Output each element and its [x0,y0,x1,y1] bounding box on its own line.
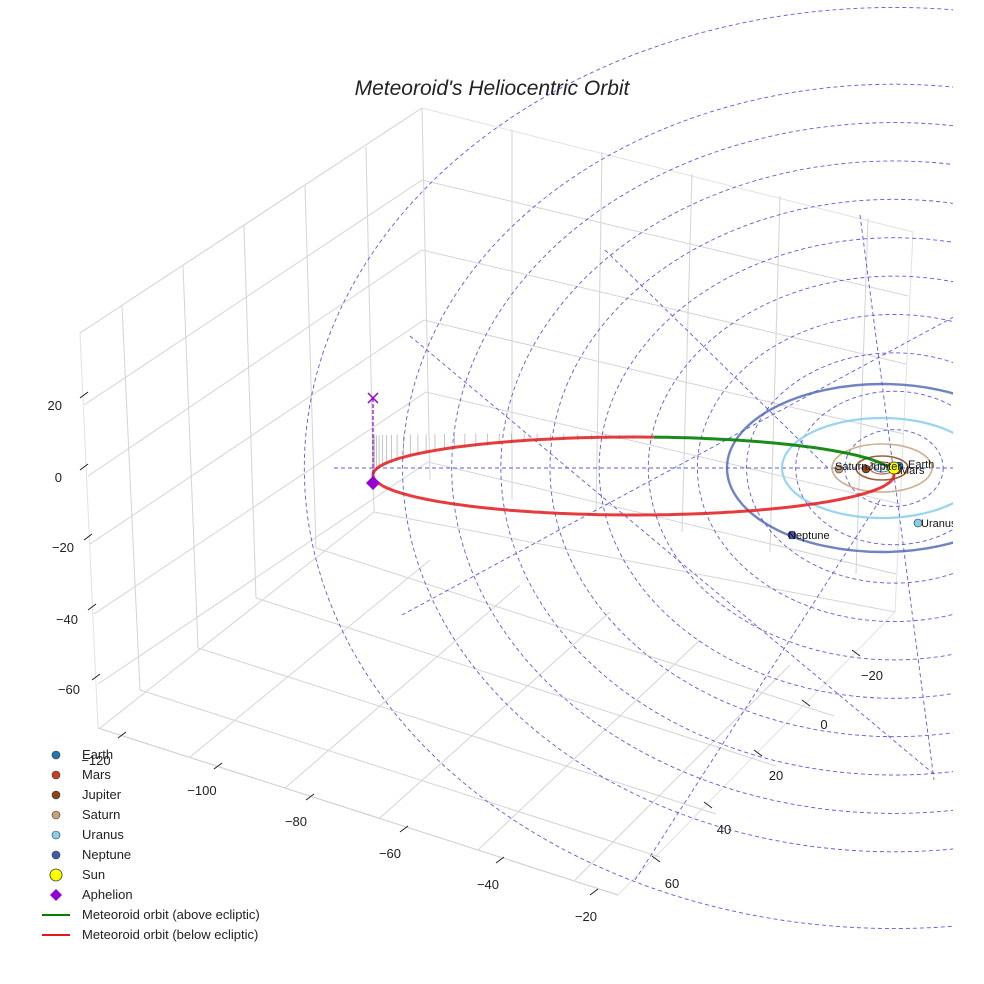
meteoroid-orbit-above [653,435,895,474]
z-tick-mark [87,603,97,611]
x-tick-mark [495,856,505,864]
ecliptic-grid [304,7,953,929]
planet-label-jupiter: Jupiter [868,461,901,473]
z-tick-mark [83,533,93,541]
y-tick-mark [651,855,661,863]
y-tick-mark [801,699,811,707]
planet-orbits [725,382,953,554]
ecliptic-spoke [409,335,936,776]
legend-label: Saturn [82,807,120,822]
legend-label: Meteoroid orbit (below ecliptic) [82,927,258,942]
orbit-neptune [725,382,953,554]
ecliptic-ring [746,352,953,584]
y-tick-label: 20 [769,768,783,783]
x-tick-label: −60 [379,846,401,861]
z-tick-mark [79,463,89,471]
legend-label: Meteoroid orbit (above ecliptic) [82,907,260,922]
ecliptic-ring [500,160,953,776]
x-axis-ticks: −120 −100 −80 −60 −40 −20 [81,731,599,924]
planet-label-uranus: Uranus [921,518,957,530]
orbit-saturn [831,443,933,493]
legend-marker [51,810,61,820]
planet-label-saturn: Saturn [835,461,867,473]
z-tick-mark [91,673,101,681]
ecliptic-spoke [634,499,881,881]
legend-label: Uranus [82,827,124,842]
y-tick-label: −20 [861,668,883,683]
z-tick-label: −20 [52,540,74,555]
legend-marker [51,850,61,860]
z-tick-label: −60 [58,682,80,697]
x-tick-mark [305,793,315,801]
legend-marker [49,868,63,882]
x-tick-label: −120 [81,753,110,768]
legend-marker [51,750,61,760]
planet-saturn [834,464,844,474]
planet-neptune [787,530,797,540]
x-tick-label: −20 [575,909,597,924]
ecliptic-ring [451,122,953,814]
legend-label: Mars [82,767,111,782]
ecliptic-ring [402,83,953,853]
x-tick-mark [589,888,599,896]
meteoroid-orbit [371,435,896,517]
ecliptic-spoke [401,316,953,616]
x-tick-mark [117,731,127,739]
y-axis-ticks: −20 0 20 40 60 [651,649,883,891]
planet-jupiter [861,464,871,474]
y-tick-mark [753,749,763,757]
ecliptic-ring [598,237,953,699]
planet-uranus [913,518,923,528]
x-tick-label: −80 [285,814,307,829]
x-tick-mark [399,825,409,833]
z-tick-label: −40 [56,612,78,627]
ecliptic-ring [647,275,953,661]
ecliptic-ring [697,314,953,622]
ecliptic-spoke [604,249,831,471]
sun-marker [887,461,901,475]
orbit-jupiter [855,455,909,481]
meteoroid-orbit-below [371,435,896,517]
y-tick-mark [851,649,861,657]
z-tick-mark [79,391,89,399]
ecliptic-ring [795,390,953,546]
z-axis-ticks: 20 0 −20 −40 −60 [48,391,101,697]
z-tick-label: 20 [48,398,62,413]
planet-label-mars: Mars [900,465,925,477]
planet-label-earth: Earth [908,459,934,471]
chart-title: Meteoroid's Heliocentric Orbit [355,77,631,100]
x-tick-label: −100 [187,783,216,798]
x-tick-label: −40 [477,877,499,892]
aphelion-group [366,392,380,490]
y-tick-label: 60 [665,876,679,891]
ecliptic-spoke [859,214,935,781]
x-tick-mark [213,762,223,770]
orbit-uranus [780,416,953,520]
planet-label-neptune: Neptune [788,530,830,542]
legend-label: Aphelion [82,887,133,902]
axes-box [79,107,914,896]
legend-marker [51,770,61,780]
y-tick-label: 0 [820,717,827,732]
legend-label: Neptune [82,847,131,862]
legend-marker [50,889,62,901]
z-tick-label: 0 [55,470,62,485]
legend-label: Jupiter [82,787,122,802]
aphelion-projection-marker [367,392,379,404]
ecliptic-ring [304,7,953,929]
y-tick-label: 40 [717,822,731,837]
legend-marker [51,790,61,800]
legend-label: Sun [82,867,105,882]
aphelion-marker [366,476,380,490]
legend: Earth Mars Jupiter Saturn Uranus Neptune Sun Ap… [42,747,260,942]
y-tick-mark [703,801,713,809]
legend-label: Earth [82,747,113,762]
legend-marker [51,830,61,840]
